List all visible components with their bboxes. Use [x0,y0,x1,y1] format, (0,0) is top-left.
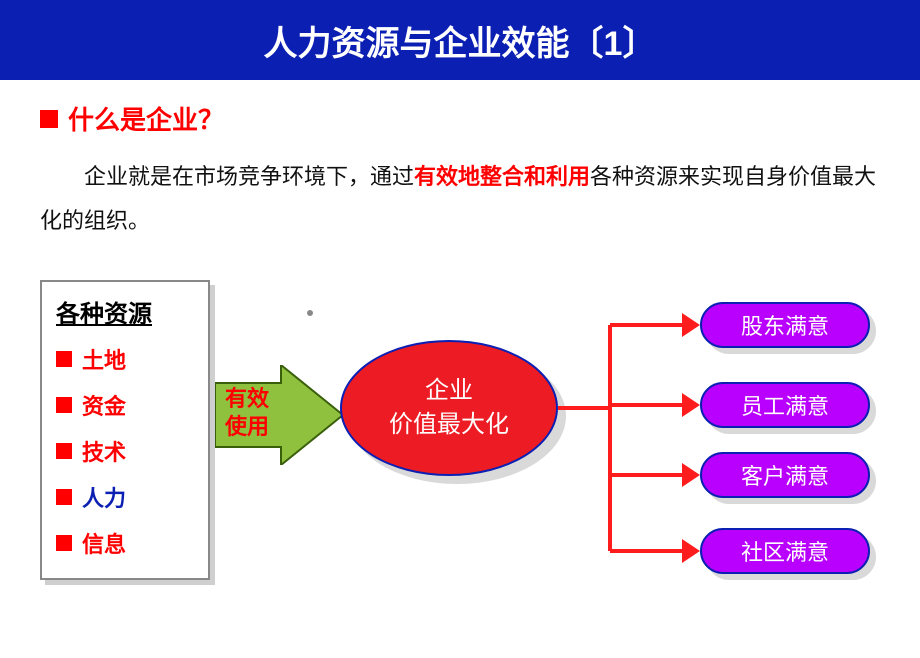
heading-row: 什么是企业？ [40,100,880,137]
outcome-pill: 员工满意 [700,382,870,428]
outcome-pill: 社区满意 [700,528,870,574]
flow-diagram: 各种资源 土地资金技术人力信息 有效 使用 企业 价值最大化 股东满意员工满意客… [40,280,880,640]
outcome-pill: 客户满意 [700,452,870,498]
content-area: 什么是企业？ 企业就是在市场竞争环境下，通过有效地整合和利用各种资源来实现自身价… [0,80,920,243]
arrow-label: 有效 使用 [225,385,269,440]
body-highlight: 有效地整合和利用 [414,164,590,189]
arrow-label-line1: 有效 [225,386,269,411]
bullet-square-icon [40,110,58,128]
arrow-label-line2: 使用 [225,414,269,439]
title-bar: 人力资源与企业效能〔1〕 [0,0,920,80]
body-paragraph: 企业就是在市场竞争环境下，通过有效地整合和利用各种资源来实现自身价值最大化的组织… [40,155,880,243]
page-title: 人力资源与企业效能〔1〕 [264,16,657,65]
body-pre: 企业就是在市场竞争环境下，通过 [84,164,414,189]
section-heading: 什么是企业？ [68,100,224,137]
outcome-pill: 股东满意 [700,302,870,348]
